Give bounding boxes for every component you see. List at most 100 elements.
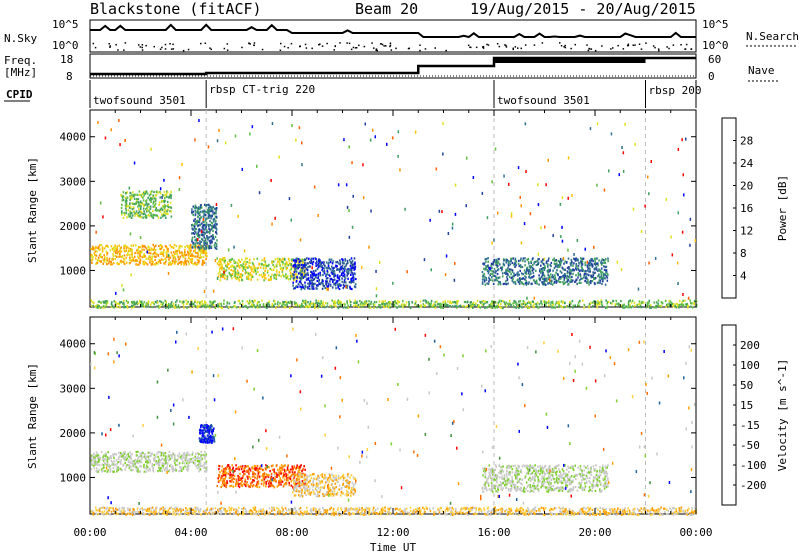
cpid-segment-label: rbsp 200 <box>649 84 702 97</box>
echo-cell <box>130 216 133 219</box>
echo-cell <box>329 304 332 307</box>
echo-cell <box>514 282 517 285</box>
echo-cell <box>189 258 191 261</box>
echo-cell <box>159 454 162 457</box>
echo-cell <box>529 277 532 280</box>
echo-cell <box>185 455 188 458</box>
echo-cell <box>346 300 348 303</box>
echo-cell <box>293 482 296 485</box>
echo-cell <box>545 277 547 280</box>
echo-cell <box>124 201 127 204</box>
freq-traces <box>90 56 696 77</box>
echo-cell <box>150 214 152 217</box>
echo-cell <box>288 262 291 265</box>
echo-cell <box>205 221 208 224</box>
echo-cell <box>347 306 350 309</box>
echo-cell <box>148 248 151 252</box>
echo-cell <box>605 258 607 261</box>
echo-cell <box>277 257 279 260</box>
echo-cell <box>193 305 195 308</box>
echo-cell <box>490 305 493 308</box>
echo-cell <box>331 482 334 485</box>
colorbar-tick-label: 12 <box>740 225 753 238</box>
nsearch-point <box>352 46 355 49</box>
echo-cell <box>519 305 522 308</box>
echo-cell <box>454 261 456 265</box>
echo-cell <box>194 300 196 303</box>
echo-cell <box>495 258 497 261</box>
echo-cell <box>313 477 316 480</box>
echo-cell <box>90 454 93 457</box>
echo-cell <box>270 275 272 279</box>
echo-cell <box>162 194 164 197</box>
echo-cell <box>556 262 558 265</box>
echo-cell <box>204 224 206 227</box>
echo-cell <box>530 265 533 268</box>
echo-cell <box>396 299 399 302</box>
echo-cell <box>201 302 204 306</box>
echo-cell <box>295 275 297 279</box>
echo-cell <box>528 265 531 268</box>
echo-cell <box>156 300 158 303</box>
echo-cell <box>118 303 121 306</box>
echo-cell <box>354 265 357 268</box>
echo-cell <box>646 303 649 306</box>
echo-cell <box>134 458 137 462</box>
echo-cell <box>145 257 147 260</box>
echo-cell <box>258 191 261 195</box>
echo-cell <box>285 472 287 475</box>
echo-cell <box>334 477 336 480</box>
echo-cell <box>128 247 130 250</box>
echo-cell <box>330 305 333 308</box>
echo-cell <box>258 274 261 277</box>
echo-cell <box>110 128 112 132</box>
echo-cell <box>451 305 454 308</box>
echo-cell <box>428 302 431 305</box>
echo-cell <box>102 259 105 262</box>
echo-cell <box>553 267 556 270</box>
echo-cell <box>276 475 278 478</box>
echo-cell <box>519 264 522 267</box>
echo-cell <box>164 457 167 460</box>
nsearch-point <box>355 47 358 49</box>
echo-cell <box>153 453 156 457</box>
echo-cell <box>262 303 265 306</box>
echo-cell <box>522 273 524 276</box>
echo-cell <box>292 259 295 262</box>
echo-cell <box>321 279 324 282</box>
echo-cell <box>101 250 104 253</box>
echo-cell <box>322 302 324 305</box>
echo-cell <box>498 257 500 261</box>
echo-cell <box>255 467 258 470</box>
echo-cell <box>605 306 607 309</box>
echo-cell <box>296 273 298 276</box>
echo-cell <box>294 268 296 271</box>
echo-cell <box>248 475 251 478</box>
echo-cell <box>93 301 95 304</box>
echo-cell <box>143 244 145 248</box>
echo-cell <box>305 267 308 270</box>
echo-cell <box>230 484 233 487</box>
echo-cell <box>519 195 521 199</box>
echo-cell <box>140 301 143 304</box>
echo-cell <box>570 302 572 305</box>
echo-cell <box>103 466 105 469</box>
echo-cell <box>106 263 108 266</box>
echo-cell <box>274 216 276 220</box>
echo-cell <box>204 300 206 303</box>
echo-cell <box>204 251 206 254</box>
echo-cell <box>465 204 467 208</box>
echo-cell <box>206 429 209 432</box>
echo-cell <box>246 475 249 478</box>
echo-cell <box>582 257 585 260</box>
echo-cell <box>117 263 119 266</box>
echo-cell <box>267 274 270 277</box>
nsearch-point <box>348 42 351 45</box>
echo-cell <box>494 306 496 309</box>
echo-cell <box>486 268 488 272</box>
echo-cell <box>294 304 297 307</box>
echo-cell <box>208 304 211 307</box>
echo-cell <box>674 305 676 309</box>
echo-cell <box>330 268 332 271</box>
nsearch-point <box>153 45 155 48</box>
